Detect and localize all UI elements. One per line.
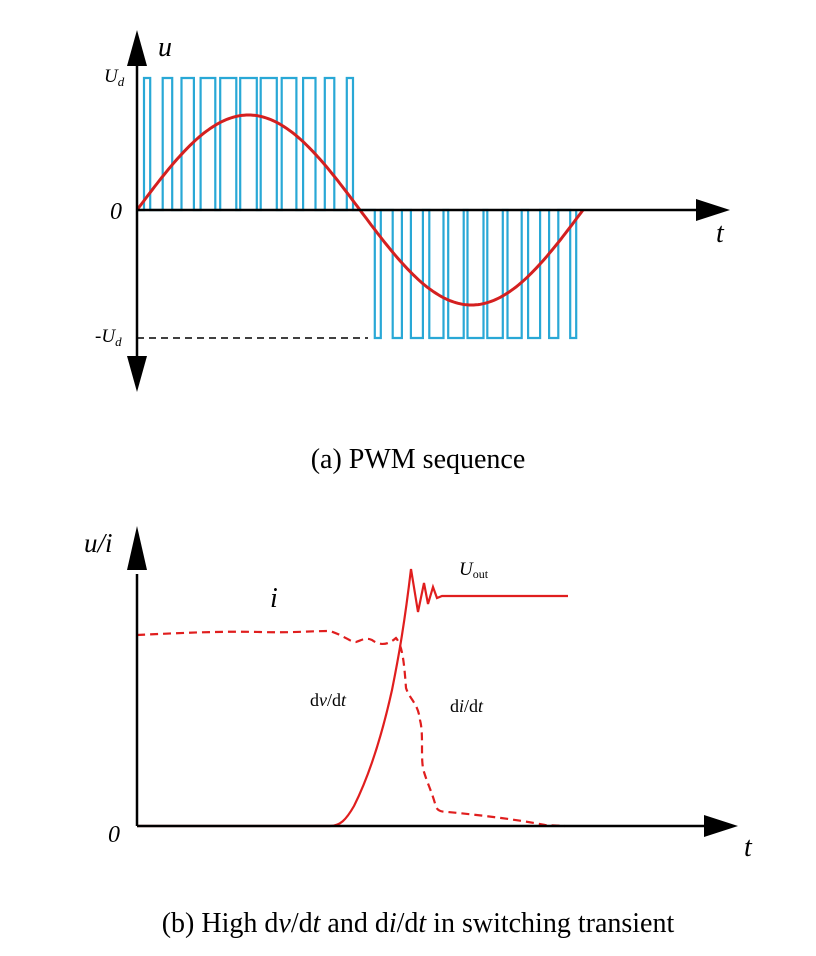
a-x-label: t: [716, 218, 725, 249]
b-y-label: u/i: [84, 528, 113, 558]
a-y-arrow-down: [127, 356, 147, 392]
a-y-arrow-up: [127, 30, 147, 66]
panel-b: u/i t 0 i Uout dv/dt di/dt (b) High dv/d…: [84, 526, 753, 939]
pwm-pulse-train: [137, 76, 578, 340]
b-x-label: t: [744, 832, 753, 863]
neg-level-label: -Ud: [95, 326, 122, 349]
a-y-label: u: [158, 32, 172, 63]
a-origin-label: 0: [110, 199, 122, 225]
current-label: i: [270, 583, 278, 614]
didt-label: di/dt: [450, 696, 484, 716]
pos-level-label: Ud: [104, 66, 125, 89]
dvdt-label: dv/dt: [310, 690, 347, 710]
b-y-arrow: [127, 526, 147, 570]
uout-curve: [137, 568, 568, 828]
caption-b: (b) High dv/dt and di/dt in switching tr…: [162, 908, 675, 939]
caption-a: (a) PWM sequence: [311, 444, 526, 475]
uout-label: Uout: [459, 559, 489, 581]
panel-a: u t 0 Ud -Ud (a) PWM sequence: [95, 30, 730, 475]
b-origin-label: 0: [108, 822, 120, 848]
b-x-arrow: [704, 815, 738, 837]
a-x-arrow: [696, 199, 730, 221]
current-curve: [136, 629, 566, 828]
